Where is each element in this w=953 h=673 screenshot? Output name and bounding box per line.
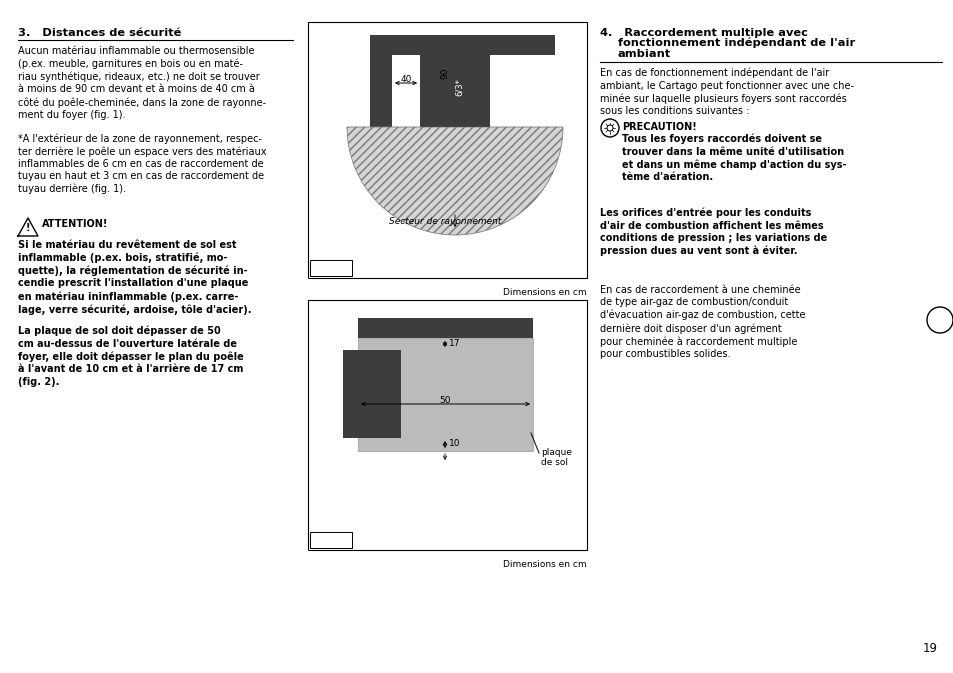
Text: fig. 2: fig. 2	[313, 534, 341, 544]
Text: Les orifices d'entrée pour les conduits
d'air de combustion affichent les mêmes
: Les orifices d'entrée pour les conduits …	[599, 208, 826, 256]
Text: 50: 50	[438, 396, 450, 405]
Text: Si le matériau du revêtement de sol est
inflammable (p.ex. bois, stratifié, mo-
: Si le matériau du revêtement de sol est …	[18, 240, 252, 314]
Bar	[343, 350, 400, 438]
Text: 3.   Distances de sécurité: 3. Distances de sécurité	[18, 28, 181, 38]
Polygon shape	[18, 218, 38, 236]
Text: fonctionnement indépendant de l'air: fonctionnement indépendant de l'air	[618, 38, 854, 48]
Text: PRECAUTION!: PRECAUTION!	[621, 122, 696, 132]
Bar	[310, 532, 352, 548]
Text: ambiant: ambiant	[618, 49, 671, 59]
Text: Secteur de rayonnement: Secteur de rayonnement	[389, 217, 500, 226]
Text: 10: 10	[449, 439, 460, 448]
Text: Aucun matériau inflammable ou thermosensible
(p.ex. meuble, garnitures en bois o: Aucun matériau inflammable ou thermosens…	[18, 46, 266, 120]
Text: *A l'extérieur de la zone de rayonnement, respec-
ter derrière le poêle un espac: *A l'extérieur de la zone de rayonnement…	[18, 133, 266, 194]
Text: 90: 90	[440, 67, 449, 79]
Text: 4.   Raccordement multiple avec: 4. Raccordement multiple avec	[599, 28, 807, 38]
Text: 6/3*: 6/3*	[454, 78, 463, 96]
Text: F: F	[935, 314, 943, 326]
Text: En cas de raccordement à une cheminée
de type air-gaz de combustion/conduit
d'év: En cas de raccordement à une cheminée de…	[599, 285, 804, 359]
Wedge shape	[347, 127, 562, 235]
Bar	[308, 300, 586, 550]
Text: ATTENTION!: ATTENTION!	[42, 219, 109, 229]
Text: Tous les foyers raccordés doivent se
trouver dans la même unité d'utilisation
et: Tous les foyers raccordés doivent se tro…	[621, 134, 845, 182]
Text: Dimensions en cm: Dimensions en cm	[503, 560, 586, 569]
Text: de sol: de sol	[540, 458, 567, 467]
Bar	[357, 338, 533, 451]
Bar	[310, 260, 352, 276]
Circle shape	[606, 125, 613, 131]
Text: !: !	[26, 223, 30, 233]
Text: plaque: plaque	[540, 448, 572, 457]
Bar	[419, 55, 490, 127]
Circle shape	[600, 119, 618, 137]
Bar	[370, 35, 555, 55]
Text: 17: 17	[449, 339, 460, 349]
Bar	[308, 22, 586, 278]
Text: 19: 19	[923, 642, 937, 655]
Bar	[357, 318, 533, 338]
Bar	[370, 35, 392, 155]
Circle shape	[926, 307, 952, 333]
Text: En cas de fonctionnement indépendant de l'air
ambiant, le Cartago peut fonctionn: En cas de fonctionnement indépendant de …	[599, 68, 853, 116]
Text: 40: 40	[400, 75, 412, 84]
Bar	[343, 350, 400, 438]
Text: fig. 1: fig. 1	[313, 262, 341, 272]
Text: La plaque de sol doit dépasser de 50
cm au-dessus de l'ouverture latérale de
foy: La plaque de sol doit dépasser de 50 cm …	[18, 326, 244, 387]
Text: Dimensions en cm: Dimensions en cm	[503, 288, 586, 297]
